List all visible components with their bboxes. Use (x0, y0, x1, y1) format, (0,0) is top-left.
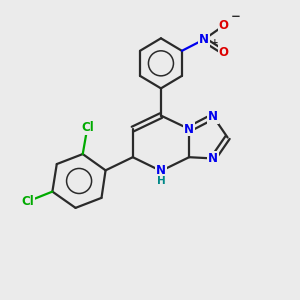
Text: +: + (211, 38, 218, 47)
Text: −: − (230, 10, 240, 22)
Text: Cl: Cl (21, 195, 34, 208)
Text: Cl: Cl (81, 121, 94, 134)
Text: H: H (157, 176, 165, 186)
Text: O: O (218, 19, 229, 32)
Text: N: N (208, 110, 218, 123)
Text: N: N (199, 33, 209, 46)
Text: N: N (208, 152, 218, 165)
Text: N: N (156, 164, 166, 178)
Text: N: N (184, 122, 194, 136)
Text: O: O (218, 46, 229, 59)
